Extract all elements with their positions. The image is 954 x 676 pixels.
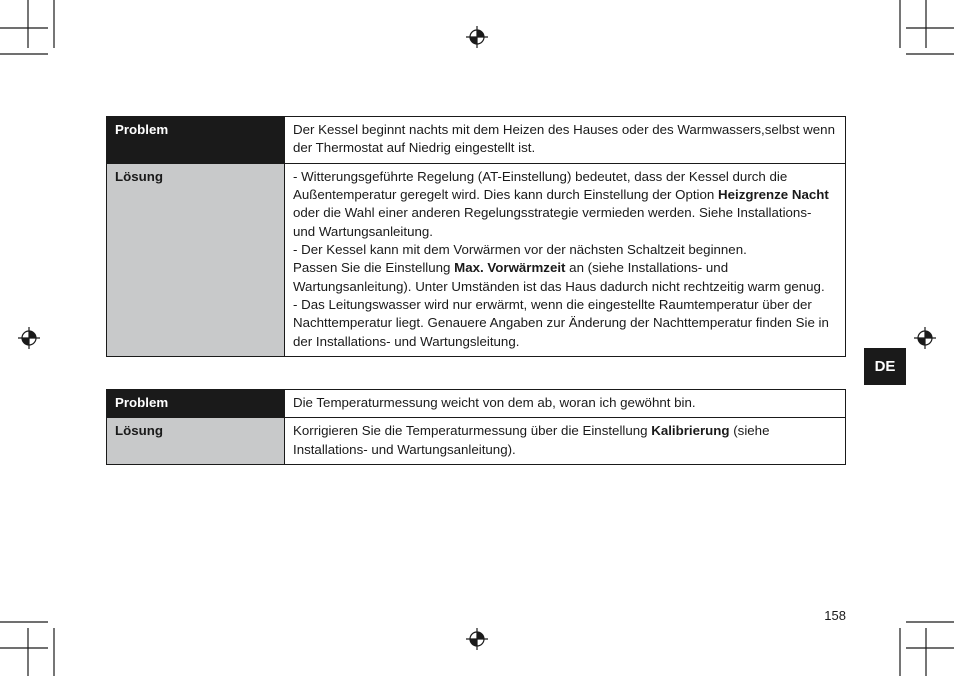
table-row: Problem Der Kessel beginnt nachts mit de… xyxy=(107,117,846,164)
registration-mark-bottom xyxy=(466,628,488,650)
registration-mark-right xyxy=(914,327,936,349)
problem-label: Problem xyxy=(107,390,285,418)
content-area: Problem Der Kessel beginnt nachts mit de… xyxy=(106,116,846,465)
solution-label: Lösung xyxy=(107,418,285,465)
crop-mark-top-right xyxy=(884,0,954,70)
crop-mark-bottom-right xyxy=(884,606,954,676)
table-row: Problem Die Temperaturmessung weicht von… xyxy=(107,390,846,418)
language-tab: DE xyxy=(864,348,906,385)
solution-text: - Witterungsgeführte Regelung (AT-Einste… xyxy=(285,163,846,356)
problem-label: Problem xyxy=(107,117,285,164)
crop-mark-top-left xyxy=(0,0,70,70)
print-page: DE Problem Der Kessel beginnt nachts mit… xyxy=(0,0,954,676)
table-row: Lösung Korrigieren Sie die Temperaturmes… xyxy=(107,418,846,465)
table-row: Lösung - Witterungsgeführte Regelung (AT… xyxy=(107,163,846,356)
registration-mark-left xyxy=(18,327,40,349)
page-number: 158 xyxy=(824,608,846,623)
table-spacer xyxy=(106,357,846,389)
problem-text: Der Kessel beginnt nachts mit dem Heizen… xyxy=(285,117,846,164)
troubleshoot-table-2: Problem Die Temperaturmessung weicht von… xyxy=(106,389,846,465)
crop-mark-bottom-left xyxy=(0,606,70,676)
solution-label: Lösung xyxy=(107,163,285,356)
registration-mark-top xyxy=(466,26,488,48)
troubleshoot-table-1: Problem Der Kessel beginnt nachts mit de… xyxy=(106,116,846,357)
solution-text: Korrigieren Sie die Temperaturmessung üb… xyxy=(285,418,846,465)
problem-text: Die Temperaturmessung weicht von dem ab,… xyxy=(285,390,846,418)
